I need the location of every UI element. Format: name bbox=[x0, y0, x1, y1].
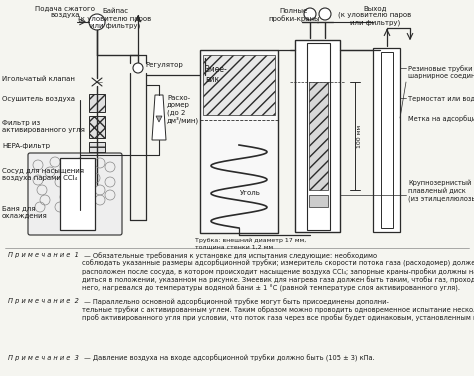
Bar bbox=[309, 82, 328, 190]
Text: Выход
(к уловителю паров
или фильтру): Выход (к уловителю паров или фильтру) bbox=[338, 5, 411, 26]
Bar bbox=[89, 94, 105, 112]
Bar bbox=[381, 52, 393, 228]
Text: Расхо-
домер
(до 2
дм³/мин): Расхо- домер (до 2 дм³/мин) bbox=[167, 95, 199, 124]
Text: П р и м е ч а н и е  1: П р и м е ч а н и е 1 bbox=[8, 252, 79, 258]
Text: Метка на адсорбционной трубке: Метка на адсорбционной трубке bbox=[408, 115, 474, 122]
Text: 100 мм: 100 мм bbox=[357, 124, 362, 147]
Text: Сосуд для насыщения
воздуха парами CCl₄: Сосуд для насыщения воздуха парами CCl₄ bbox=[2, 168, 84, 181]
Text: Осушитель воздуха: Осушитель воздуха bbox=[2, 96, 75, 102]
Bar bbox=[295, 40, 340, 232]
Text: Байпас
(к уловителю паров
или фильтру): Байпас (к уловителю паров или фильтру) bbox=[78, 8, 152, 29]
Text: Подача сжатого
воздуха: Подача сжатого воздуха bbox=[35, 5, 95, 18]
Text: — Обязательные требования к установке для испытания следующие: необходимо
соблюд: — Обязательные требования к установке дл… bbox=[82, 252, 474, 292]
Bar bbox=[309, 195, 328, 207]
Bar bbox=[200, 50, 278, 233]
Text: Игольчатый клапан: Игольчатый клапан bbox=[2, 76, 75, 82]
Bar bbox=[60, 158, 95, 230]
Text: Уголь: Уголь bbox=[240, 190, 261, 196]
Circle shape bbox=[304, 8, 316, 20]
Text: — Параллельно основной адсорбционной трубке могут быть присоединены дополни-
тел: — Параллельно основной адсорбционной тру… bbox=[82, 298, 474, 321]
Bar bbox=[62, 185, 93, 228]
Text: HEPA-фильтр: HEPA-фильтр bbox=[2, 143, 50, 149]
Text: Резиновые трубки или
шарнирное соединение: Резиновые трубки или шарнирное соединени… bbox=[408, 65, 474, 79]
Bar bbox=[89, 142, 105, 156]
Text: П р и м е ч а н и е  2: П р и м е ч а н и е 2 bbox=[8, 298, 79, 304]
Text: Регулятор: Регулятор bbox=[145, 62, 183, 68]
Polygon shape bbox=[152, 95, 166, 140]
Text: Фильтр из
активированного угля: Фильтр из активированного угля bbox=[2, 120, 85, 133]
Circle shape bbox=[89, 14, 105, 30]
Circle shape bbox=[133, 63, 143, 73]
Text: П р и м е ч а н и е  3: П р и м е ч а н и е 3 bbox=[8, 355, 79, 361]
Text: — Давление воздуха на входе адсорбционной трубки должно быть (105 ± 3) кПа.: — Давление воздуха на входе адсорбционно… bbox=[82, 355, 375, 362]
Text: Змее-
вик: Змее- вик bbox=[205, 65, 228, 84]
Bar bbox=[307, 43, 330, 230]
Bar bbox=[373, 48, 400, 232]
Text: Полные
пробки-краны: Полные пробки-краны bbox=[268, 8, 320, 22]
Text: Крупнозернистый
плавленый диск
(из этилцеллюлозы): Крупнозернистый плавленый диск (из этилц… bbox=[408, 180, 474, 202]
Text: Баня для
охлаждения: Баня для охлаждения bbox=[2, 205, 48, 218]
Text: Термостат или водяная баня: Термостат или водяная баня bbox=[408, 95, 474, 102]
Circle shape bbox=[319, 8, 331, 20]
FancyBboxPatch shape bbox=[28, 153, 122, 235]
Bar bbox=[203, 55, 275, 115]
Text: Трубка: внешний диаметр 17 мм,
толщина стенки 1,2 мм: Трубка: внешний диаметр 17 мм, толщина с… bbox=[195, 238, 306, 249]
Bar bbox=[89, 116, 105, 138]
Polygon shape bbox=[156, 116, 162, 122]
